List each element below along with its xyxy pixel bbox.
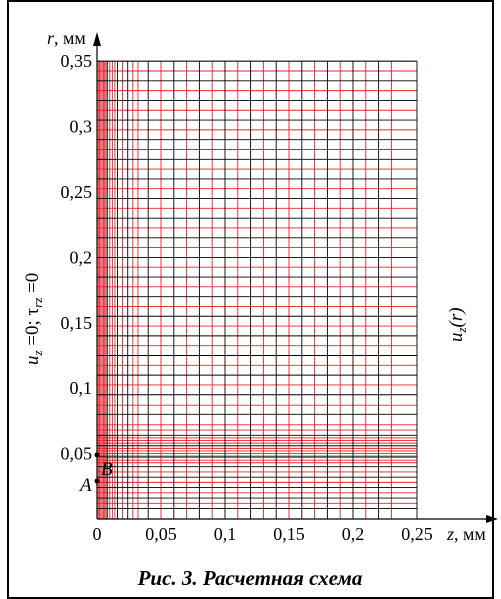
right-boundary-condition: uz(r) xyxy=(446,307,469,342)
point-b-marker xyxy=(94,452,100,458)
z-tick-label: 0,2 xyxy=(342,524,365,544)
point-a-marker xyxy=(94,478,100,484)
r-tick-label: 0,3 xyxy=(70,117,93,137)
r-tick-label: 0,1 xyxy=(70,378,93,398)
point-a-label: A xyxy=(78,475,92,496)
left-boundary-condition: uz =0; τrz =0 xyxy=(22,273,45,365)
r-tick-label: 0,35 xyxy=(61,51,93,71)
r-tick-label: 0,2 xyxy=(70,247,93,267)
z-tick-label: 0,05 xyxy=(145,524,177,544)
r-tick-label: 0,15 xyxy=(61,313,93,333)
figure-border xyxy=(7,0,494,599)
z-tick-label: 0,15 xyxy=(273,524,305,544)
r-axis-arrow xyxy=(93,32,101,46)
point-b-label: B xyxy=(101,459,113,480)
mesh-fine-red-lines xyxy=(97,61,417,519)
z-axis-arrow xyxy=(486,515,498,523)
mesh-coarse-black-lines xyxy=(96,60,418,519)
r-tick-label: 0,05 xyxy=(61,444,93,464)
r-tick-label: 0,25 xyxy=(61,182,93,202)
r-axis-label: r, мм xyxy=(47,28,86,48)
figure-caption: Рис. 3. Расчетная схема xyxy=(137,566,363,590)
r-axis-tick-labels: 0,05 0,1 0,15 0,2 0,25 0,3 0,35 xyxy=(61,51,93,463)
z-axis-tick-labels: 0 0,05 0,1 0,15 0,2 0,25 xyxy=(93,524,433,544)
z-tick-label: 0 xyxy=(93,524,102,544)
z-axis-label: z, мм xyxy=(446,524,486,544)
z-tick-label: 0,25 xyxy=(401,524,433,544)
z-tick-label: 0,1 xyxy=(214,524,237,544)
